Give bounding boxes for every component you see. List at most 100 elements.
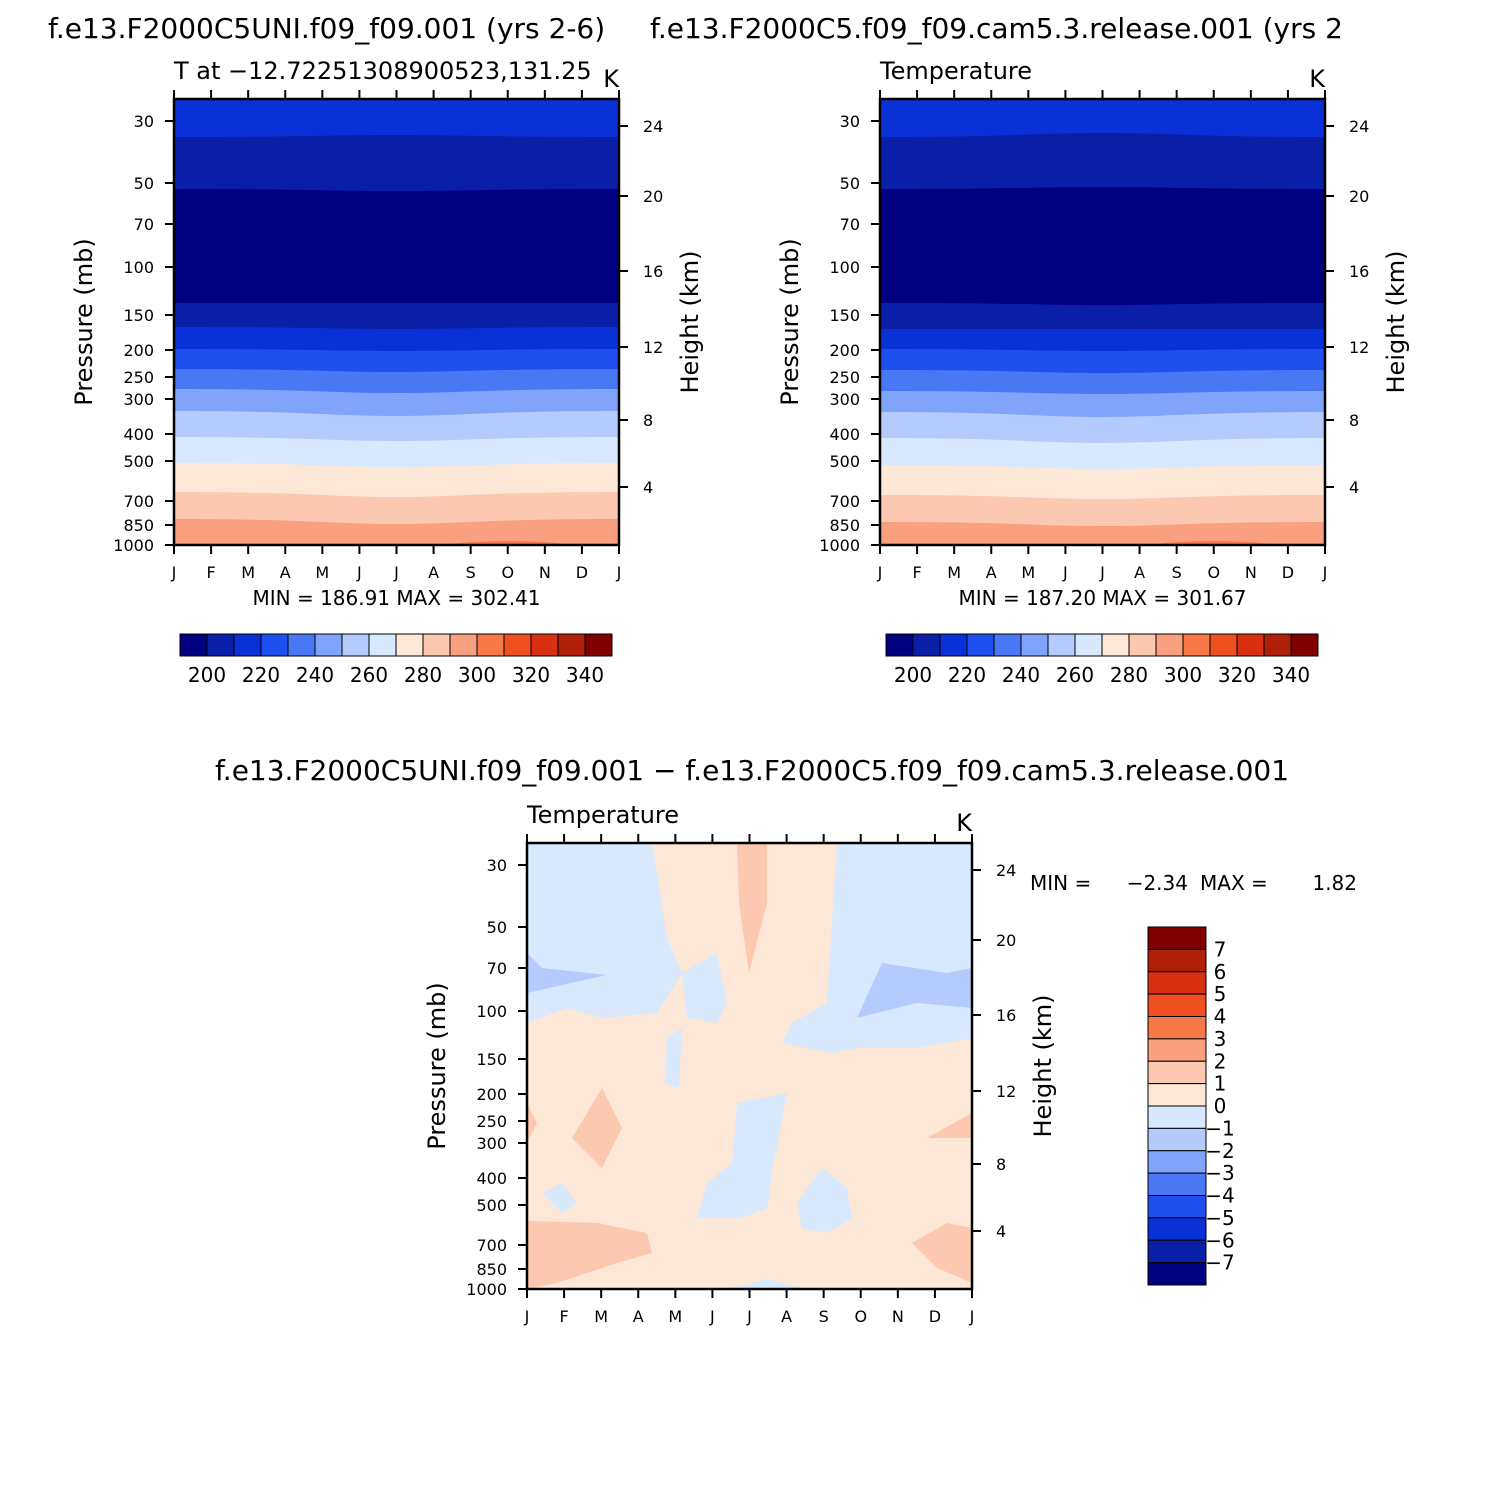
stats-min-value: −2.34: [1127, 871, 1188, 895]
colorbar-label: −5: [1205, 1206, 1234, 1230]
x-tick-label: J: [616, 563, 622, 582]
y-tick-label: 100: [123, 258, 154, 277]
contour-positive: [572, 1088, 622, 1168]
colorbar-label: 7: [1214, 937, 1227, 961]
colorbar-label: −6: [1205, 1228, 1234, 1252]
colorbar-label: −7: [1205, 1251, 1234, 1275]
colorbar-box: [1209, 633, 1238, 657]
contour-positive: [527, 1103, 537, 1143]
y-tick-label: 400: [123, 425, 154, 444]
subtitle-right: K: [603, 65, 620, 93]
y-right-tick-label: 16: [643, 262, 663, 281]
y-tick-label: 500: [123, 452, 154, 471]
contour-negative-2: [527, 953, 607, 993]
x-tick-label: S: [466, 563, 476, 582]
colorbar-label: 320: [1218, 663, 1256, 687]
colorbar-box: [885, 633, 914, 657]
y-tick-label: 30: [134, 112, 154, 131]
colorbar-box: [368, 633, 397, 657]
x-tick-label: O: [1207, 563, 1220, 582]
y-axis-label: Pressure (mb): [776, 238, 804, 405]
y-tick-label: 50: [134, 174, 154, 193]
y-tick-label: 150: [476, 1050, 507, 1069]
y-right-tick-label: 20: [643, 187, 663, 206]
y-tick-label: 700: [476, 1236, 507, 1255]
y-tick-label: 50: [487, 918, 507, 937]
colorbar-box: [1147, 1239, 1207, 1264]
x-tick-label: M: [594, 1307, 608, 1326]
x-tick-label: S: [819, 1307, 829, 1326]
y-tick-label: 300: [476, 1134, 507, 1153]
colorbar-label: 1: [1214, 1072, 1227, 1096]
y-tick-label: 500: [829, 452, 860, 471]
panel-3: J F M A M J J A S O N D J305070100150200250300400500…: [215, 754, 1357, 1326]
x-tick-label: A: [986, 563, 997, 582]
colorbar-box: [1147, 1172, 1207, 1196]
colorbar-label: 280: [1110, 663, 1148, 687]
x-tick-label: D: [1282, 563, 1294, 582]
colorbar-label: 200: [188, 663, 226, 687]
colorbar-box: [912, 633, 941, 657]
colorbar-box: [476, 633, 505, 657]
x-tick-label: N: [892, 1307, 904, 1326]
colorbar-box: [1101, 633, 1130, 657]
y-right-tick-label: 12: [1349, 338, 1369, 357]
colorbar-box: [341, 633, 370, 657]
y-tick-label: 300: [123, 390, 154, 409]
colorbar-label: 2: [1214, 1049, 1227, 1073]
colorbar-box: [503, 633, 532, 657]
y-tick-label: 1000: [113, 536, 154, 555]
chart-title: f.e13.F2000C5UNI.f09_f09.001 (yrs 2-6): [48, 12, 605, 45]
contour-positive: [912, 1223, 972, 1283]
x-tick-label: D: [576, 563, 588, 582]
colorbar-box: [530, 633, 559, 657]
x-tick-label: J: [1322, 563, 1328, 582]
y-right-tick-label: 20: [1349, 187, 1369, 206]
x-tick-label: N: [1245, 563, 1257, 582]
y-right-axis-label: Height (km): [1029, 995, 1057, 1138]
x-tick-label: F: [206, 563, 215, 582]
contour-band: [174, 519, 619, 545]
colorbar-box: [1147, 1060, 1207, 1085]
x-tick-label: J: [709, 1307, 715, 1326]
colorbar-box: [449, 633, 478, 657]
y-right-tick-label: 24: [1349, 117, 1369, 136]
colorbar-box: [206, 633, 235, 657]
y-tick-label: 30: [840, 112, 860, 131]
colorbar-label: 300: [1164, 663, 1202, 687]
colorbar-box: [314, 633, 343, 657]
y-tick-label: 300: [829, 390, 860, 409]
x-tick-label: M: [947, 563, 961, 582]
y-right-tick-label: 12: [996, 1082, 1016, 1101]
y-tick-label: 500: [476, 1196, 507, 1215]
colorbar-label: 3: [1214, 1027, 1227, 1051]
y-right-tick-label: 20: [996, 931, 1016, 950]
colorbar-label: 0: [1214, 1094, 1227, 1118]
colorbar-box: [1147, 1195, 1207, 1219]
x-tick-label: J: [1099, 563, 1105, 582]
y-tick-label: 1000: [819, 536, 860, 555]
y-tick-label: 850: [123, 516, 154, 535]
x-tick-label: J: [1062, 563, 1068, 582]
subtitle-right: K: [1309, 65, 1326, 93]
y-right-tick-label: 24: [996, 861, 1016, 880]
colorbar-label: 340: [1272, 663, 1310, 687]
colorbar-box: [557, 633, 586, 657]
stats-text: MIN = 186.91 MAX = 302.41: [252, 586, 540, 610]
y-tick-label: 1000: [466, 1280, 507, 1299]
x-tick-label: J: [746, 1307, 752, 1326]
y-right-axis-label: Height (km): [676, 251, 704, 394]
subtitle-left: T at −12.72251308900523,131.25: [173, 57, 592, 85]
x-tick-label: M: [241, 563, 255, 582]
y-tick-label: 200: [123, 341, 154, 360]
colorbar-label: −2: [1205, 1139, 1234, 1163]
colorbar-box: [1047, 633, 1076, 657]
x-tick-label: J: [356, 563, 362, 582]
y-tick-label: 700: [123, 492, 154, 511]
colorbar-box: [1147, 948, 1207, 973]
subtitle-left: Temperature: [879, 57, 1032, 85]
x-tick-label: A: [781, 1307, 792, 1326]
contour-positive: [527, 1221, 652, 1289]
contour-negative: [665, 1028, 682, 1088]
y-right-tick-label: 12: [643, 338, 663, 357]
